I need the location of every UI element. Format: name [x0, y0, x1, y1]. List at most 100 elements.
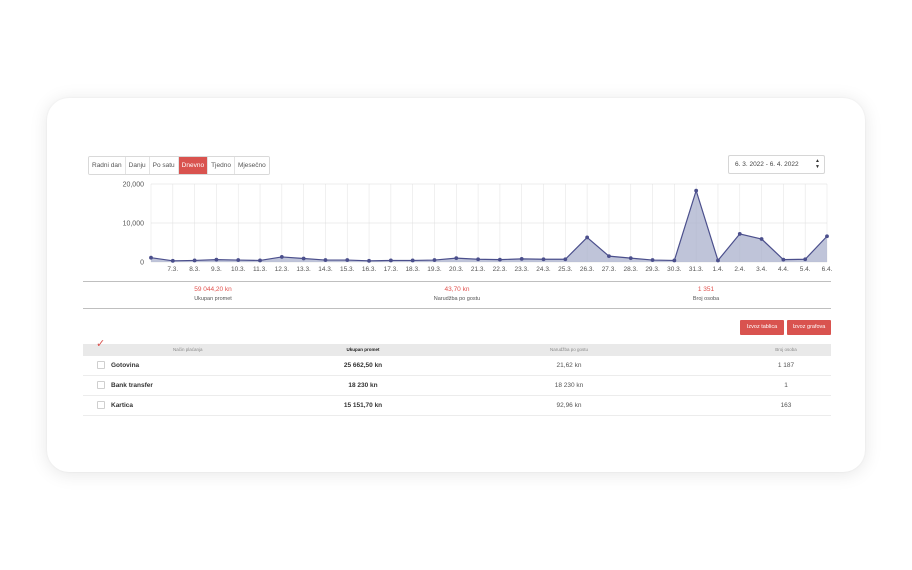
x-tick-label: 17.3. [384, 266, 399, 273]
stat-total-revenue: 59 044,20 kn Ukupan promet [113, 285, 313, 304]
cell-total: 25 662,50 kn [343, 362, 383, 369]
header-payment-method: Način plaćanja [173, 347, 203, 352]
x-tick-label: 6.4. [822, 266, 833, 273]
data-point [410, 258, 415, 263]
cell-per-guest: 21,62 kn [556, 362, 582, 369]
tab-tjedno[interactable]: Tjedno [208, 157, 235, 174]
y-tick-label: 10,000 [123, 221, 145, 228]
x-tick-label: 5.4. [800, 266, 811, 273]
data-point [192, 258, 197, 263]
data-point [236, 258, 241, 262]
data-point [345, 258, 350, 262]
x-tick-label: 18.3. [405, 266, 420, 273]
x-tick-label: 9.3. [211, 266, 222, 273]
period-tabs: Radni dan Danju Po satu Dnevno Tjedno Mj… [88, 156, 270, 175]
data-point [214, 257, 219, 262]
data-point [628, 256, 633, 260]
data-point [737, 232, 742, 236]
series-line [150, 188, 828, 262]
stat-value: 1 351 [697, 286, 715, 293]
x-tick-label: 24.3. [536, 266, 551, 273]
row-checkbox[interactable] [97, 361, 105, 369]
cell-persons: 1 [784, 382, 788, 389]
data-point [694, 188, 699, 193]
data-point [585, 235, 590, 240]
cell-per-guest: 92,96 kn [556, 402, 582, 409]
report-card: Radni dan Danju Po satu Dnevno Tjedno Mj… [47, 98, 865, 472]
stat-persons: 1 351 Broj osoba [606, 285, 806, 304]
row-checkbox[interactable] [97, 401, 105, 409]
x-tick-label: 1.4. [713, 266, 724, 273]
data-point [563, 257, 568, 262]
data-point [258, 258, 262, 263]
tab-danju[interactable]: Danju [125, 157, 150, 174]
data-point [279, 255, 284, 259]
x-tick-label: 8.3. [189, 266, 200, 273]
x-tick-label: 2.4. [734, 266, 745, 273]
x-tick-label: 16.3. [362, 266, 377, 273]
data-point [149, 255, 153, 260]
x-tick-label: 14.3. [318, 266, 333, 273]
data-point [759, 237, 764, 241]
cell-total: 15 151,70 kn [343, 402, 383, 409]
data-point [650, 258, 655, 262]
header-persons: Broj osoba [775, 347, 797, 352]
x-tick-label: 13.3. [296, 266, 311, 273]
x-tick-label: 29.3. [645, 266, 660, 273]
x-tick-label: 30.3. [667, 266, 682, 273]
cell-persons: 1 187 [777, 362, 795, 369]
cell-method: Bank transfer [111, 382, 153, 389]
data-point [519, 256, 524, 261]
data-point [432, 258, 437, 262]
stat-label: Ukupan promet [194, 296, 232, 302]
stat-order-per-guest: 43,70 kn Narudžba po gostu [357, 285, 557, 304]
x-tick-label: 3.4. [756, 266, 767, 273]
summary-stats: 59 044,20 kn Ukupan promet 43,70 kn Naru… [83, 281, 831, 309]
tab-mjesecno[interactable]: Mjesečno [234, 157, 269, 174]
cell-per-guest: 18 230 kn [554, 382, 584, 389]
x-tick-label: 11.3. [253, 266, 267, 273]
x-tick-label: 22.3. [493, 266, 508, 273]
data-point [672, 258, 677, 263]
export-table-button[interactable]: Izvoz tablica [740, 320, 784, 335]
x-tick-label: 19.3. [427, 266, 442, 273]
y-tick-label: 0 [140, 260, 144, 267]
stat-label: Broj osoba [692, 296, 720, 302]
data-point [825, 234, 829, 239]
x-tick-label: 27.3. [602, 266, 617, 273]
sort-arrows-icon: ▲ ▼ [815, 158, 820, 170]
data-point [541, 257, 546, 262]
data-point [170, 258, 175, 263]
x-tick-label: 12.3. [275, 266, 290, 273]
table-row[interactable]: Gotovina 25 662,50 kn 21,62 kn 1 187 [83, 356, 831, 376]
data-point [498, 257, 502, 262]
x-tick-label: 21.3. [471, 266, 486, 273]
cell-method: Kartica [111, 402, 134, 409]
header-total: Ukupan promet [346, 347, 380, 352]
area-fill [151, 190, 827, 262]
export-chart-button[interactable]: Izvoz grafova [787, 320, 831, 335]
tab-radni-dan[interactable]: Radni dan [89, 157, 126, 174]
row-checkbox[interactable] [97, 381, 105, 389]
x-tick-label: 25.3. [558, 266, 573, 273]
revenue-chart: 0 10,000 20,000 7.3. 8.3. 9.3. 10.3. 11.3. 12.3.… [123, 182, 833, 274]
payment-table: ✓ Način plaćanja Ukupan promet Narudžba … [83, 338, 831, 416]
x-tick-label: 10.3. [231, 266, 246, 273]
cell-persons: 163 [780, 402, 792, 409]
data-point [301, 256, 306, 261]
x-tick-label: 26.3. [580, 266, 595, 273]
x-tick-label: 23.3. [514, 266, 529, 273]
data-point [388, 258, 393, 263]
data-point [781, 257, 786, 262]
table-row[interactable]: Bank transfer 18 230 kn 18 230 kn 1 [83, 376, 831, 396]
tab-po-satu[interactable]: Po satu [149, 157, 179, 174]
check-all-icon[interactable]: ✓ [96, 338, 106, 350]
data-point [607, 254, 611, 259]
stat-value: 43,70 kn [444, 286, 470, 293]
cell-total: 18 230 kn [348, 382, 378, 389]
table-row[interactable]: Kartica 15 151,70 kn 92,96 kn 163 [83, 396, 831, 416]
date-range-value: 6. 3. 2022 - 6. 4. 2022 [735, 161, 799, 168]
date-range-select[interactable]: 6. 3. 2022 - 6. 4. 2022 ▲ ▼ [728, 155, 825, 174]
x-tick-label: 28.3. [624, 266, 639, 273]
tab-dnevno[interactable]: Dnevno [178, 157, 209, 174]
